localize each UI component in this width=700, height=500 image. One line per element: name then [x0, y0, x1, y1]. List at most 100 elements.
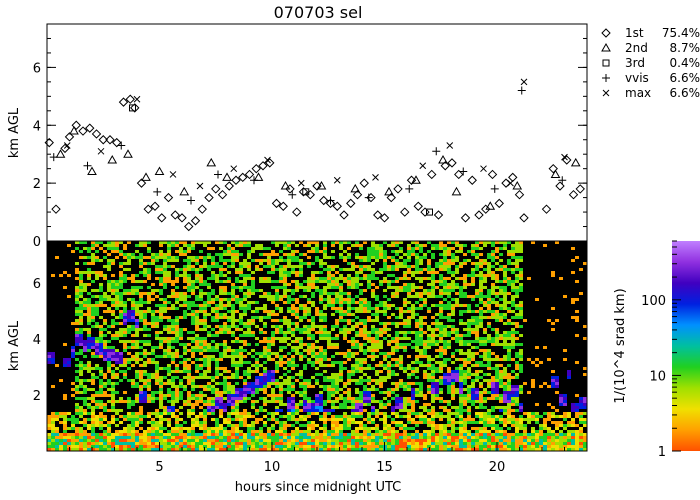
heatmap-cell	[395, 397, 399, 400]
heatmap-cell	[127, 346, 131, 349]
heatmap-cell	[367, 355, 371, 358]
heatmap-cell	[335, 307, 339, 310]
heatmap-cell	[395, 403, 399, 406]
heatmap-cell	[475, 304, 479, 307]
heatmap-cell	[127, 367, 131, 370]
heatmap-cell	[179, 343, 183, 346]
heatmap-cell	[459, 403, 463, 406]
heatmap-cell	[351, 307, 355, 310]
heatmap-cell	[427, 358, 431, 361]
heatmap-cell	[451, 442, 455, 445]
heatmap-cell	[167, 274, 171, 277]
heatmap-cell	[159, 412, 163, 415]
heatmap-cell	[79, 427, 83, 430]
heatmap-cell	[327, 337, 331, 340]
heatmap-cell	[307, 319, 311, 322]
heatmap-cell	[251, 415, 255, 418]
heatmap-cell	[299, 439, 303, 442]
heatmap-cell	[435, 415, 439, 418]
heatmap-cell	[135, 331, 139, 334]
heatmap-cell	[183, 433, 187, 436]
heatmap-cell	[291, 328, 295, 331]
heatmap-cell	[263, 439, 267, 442]
heatmap-cell	[339, 301, 343, 304]
heatmap-cell	[371, 448, 375, 451]
heatmap-cell	[371, 331, 375, 334]
heatmap-cell	[439, 397, 443, 400]
heatmap-cell	[423, 349, 427, 352]
heatmap-cell	[367, 334, 371, 337]
heatmap-cell	[95, 394, 99, 397]
heatmap-cell	[359, 448, 363, 451]
heatmap-cell	[411, 253, 415, 256]
heatmap-cell	[351, 421, 355, 424]
heatmap-cell	[359, 307, 363, 310]
heatmap-cell	[147, 412, 151, 415]
heatmap-cell	[459, 364, 463, 367]
heatmap-cell	[115, 244, 119, 247]
heatmap-cell	[271, 391, 275, 394]
heatmap-cell	[191, 361, 195, 364]
heatmap-cell	[459, 421, 463, 424]
heatmap-cell	[299, 271, 303, 274]
heatmap-cell	[415, 370, 419, 373]
heatmap-cell	[223, 340, 227, 343]
heatmap-cell	[423, 403, 427, 406]
heatmap-cell	[423, 343, 427, 346]
heatmap-cell	[187, 379, 191, 382]
heatmap-cell	[155, 355, 159, 358]
heatmap-cell	[255, 310, 259, 313]
heatmap-cell	[51, 418, 55, 421]
heatmap-cell	[163, 310, 167, 313]
heatmap-cell	[463, 334, 467, 337]
heatmap-cell	[391, 430, 395, 433]
heatmap-cell	[279, 403, 283, 406]
heatmap-cell	[467, 430, 471, 433]
heatmap-cell	[163, 340, 167, 343]
heatmap-cell	[359, 343, 363, 346]
heatmap-cell	[271, 241, 275, 244]
heatmap-cell	[135, 370, 139, 373]
heatmap-cell	[199, 412, 203, 415]
heatmap-cell	[359, 289, 363, 292]
heatmap-cell	[155, 364, 159, 367]
heatmap-cell	[471, 283, 475, 286]
heatmap-cell	[303, 442, 307, 445]
heatmap-cell	[275, 409, 279, 412]
heatmap-cell	[199, 274, 203, 277]
heatmap-cell	[459, 442, 463, 445]
heatmap-cell	[379, 385, 383, 388]
heatmap-cell	[407, 343, 411, 346]
heatmap-cell	[479, 247, 483, 250]
heatmap-cell	[323, 400, 327, 403]
heatmap-cell	[359, 310, 363, 313]
heatmap-cell	[307, 310, 311, 313]
heatmap-cell	[143, 364, 147, 367]
heatmap-cell	[191, 445, 195, 448]
heatmap-cell	[303, 310, 307, 313]
heatmap-cell	[111, 247, 115, 250]
heatmap-cell	[179, 430, 183, 433]
heatmap-cell	[219, 313, 223, 316]
heatmap-cell	[307, 406, 311, 409]
heatmap-cell	[379, 346, 383, 349]
heatmap-cell	[375, 304, 379, 307]
heatmap-cell	[263, 403, 267, 406]
heatmap-cell	[203, 325, 207, 328]
heatmap-cell	[355, 403, 359, 406]
heatmap-cell	[135, 304, 139, 307]
heatmap-cell	[487, 271, 491, 274]
heatmap-cell	[283, 445, 287, 448]
heatmap-cell	[367, 349, 371, 352]
heatmap-cell	[111, 286, 115, 289]
heatmap-cell	[227, 448, 231, 451]
heatmap-cell	[439, 370, 443, 373]
heatmap-cell	[435, 385, 439, 388]
heatmap-cell	[251, 334, 255, 337]
heatmap-cell	[247, 277, 251, 280]
heatmap-cell	[343, 445, 347, 448]
heatmap-cell	[211, 397, 215, 400]
heatmap-cell	[431, 244, 435, 247]
heatmap-cell	[411, 403, 415, 406]
heatmap-cell	[199, 340, 203, 343]
